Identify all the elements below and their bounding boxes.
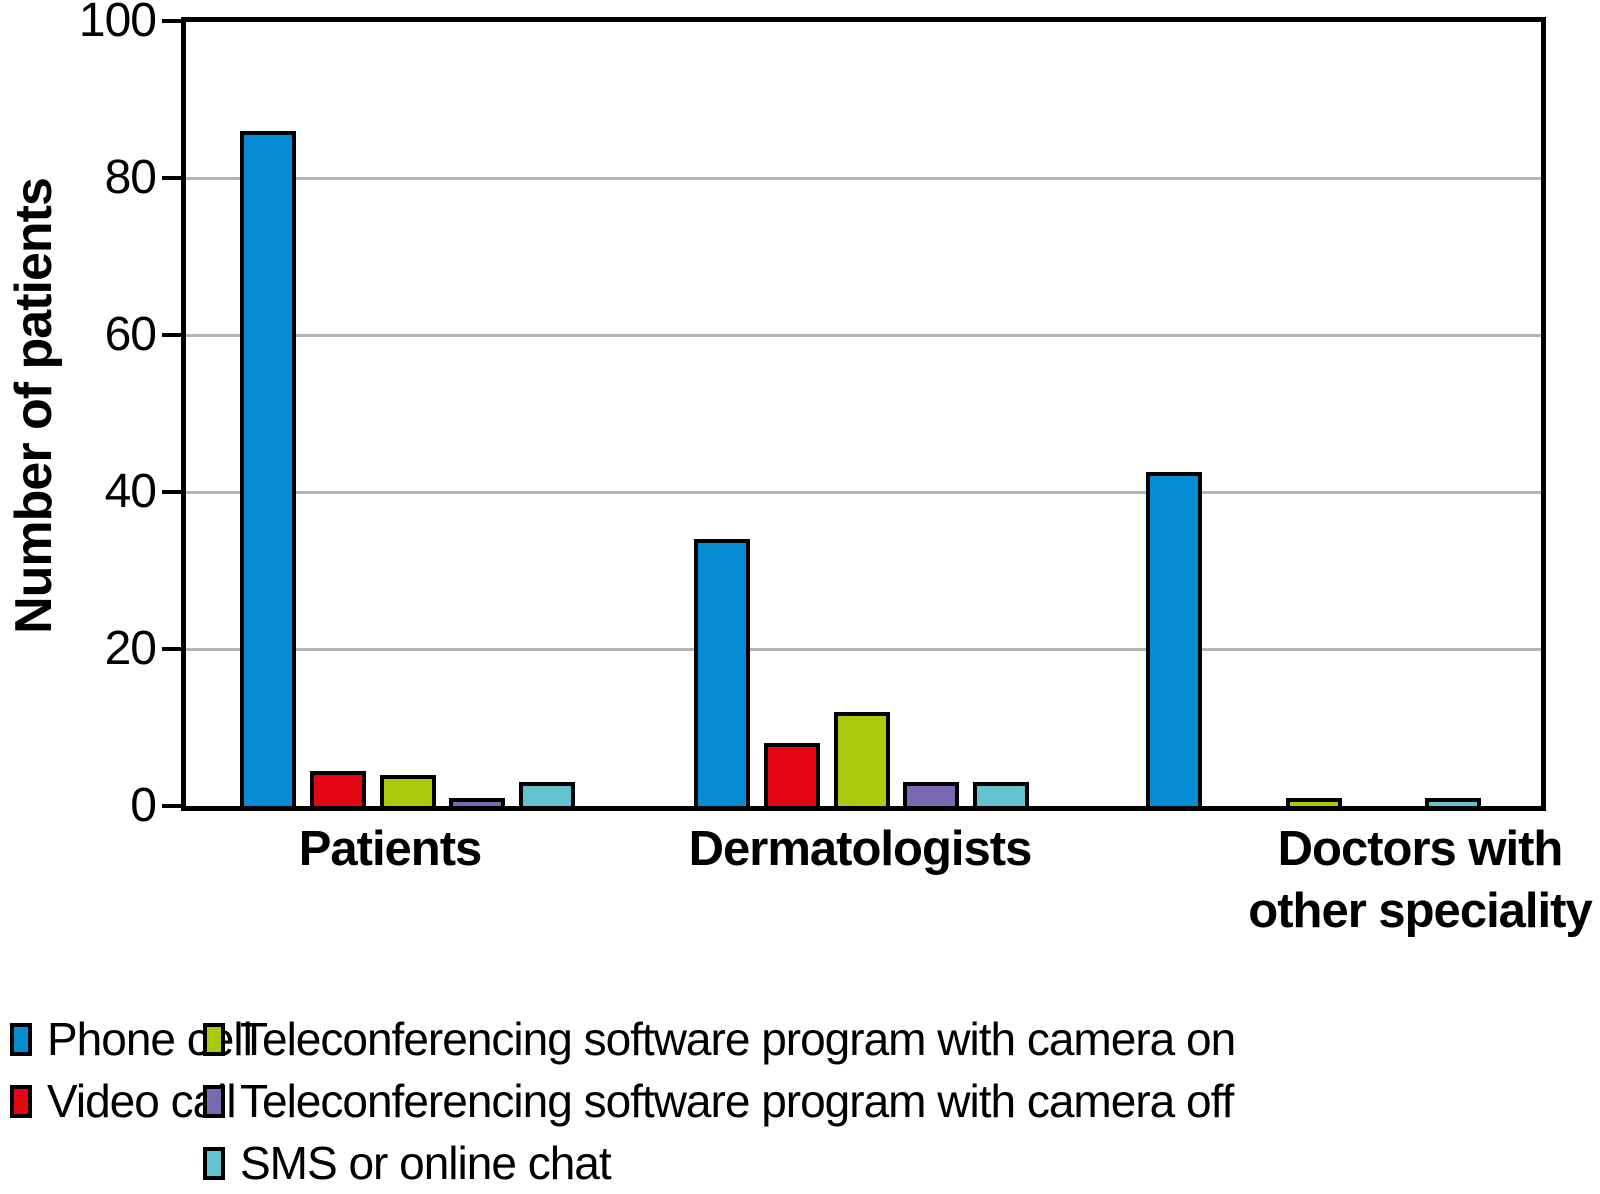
bar (519, 782, 575, 806)
bar (449, 798, 505, 806)
legend-swatch (203, 1022, 225, 1056)
bar (380, 775, 436, 806)
legend-swatch (203, 1146, 225, 1180)
y-tick-label: 80 (104, 151, 157, 204)
x-category-label: Dermatologists (688, 822, 1033, 876)
bar (1286, 798, 1342, 806)
y-tick (162, 490, 182, 494)
plot-area (181, 17, 1546, 811)
bar (903, 782, 959, 806)
y-tick-label: 20 (104, 622, 157, 675)
bar (694, 539, 750, 806)
y-tick (162, 176, 182, 180)
legend-column: Teleconferencing software program with c… (203, 1008, 1236, 1194)
bar (834, 712, 890, 806)
x-category-label: Doctors with other speciality (1248, 822, 1592, 938)
y-tick-label: 0 (130, 779, 157, 832)
y-tick-label: 40 (104, 465, 157, 518)
bar (1425, 798, 1481, 806)
y-tick (162, 647, 182, 651)
y-tick (162, 333, 182, 337)
gridline (186, 647, 1541, 651)
bar (764, 743, 820, 806)
bar (973, 782, 1029, 806)
bar (310, 771, 366, 806)
y-axis-title: Number of patients (5, 178, 63, 634)
y-tick (162, 19, 182, 23)
legend-item: SMS or online chat (203, 1132, 1235, 1194)
gridline (186, 490, 1541, 494)
y-tick-label: 100 (78, 0, 157, 47)
legend-item: Teleconferencing software program with c… (203, 1008, 1236, 1070)
x-category-label: Patients (298, 822, 483, 876)
legend-label: Teleconferencing software program with c… (240, 1075, 1234, 1127)
legend-swatch (10, 1084, 32, 1118)
legend-swatch (203, 1084, 225, 1118)
legend-swatch (10, 1022, 32, 1056)
legend-label: Teleconferencing software program with c… (240, 1013, 1236, 1065)
y-tick (162, 804, 182, 808)
y-tick-label: 60 (104, 308, 157, 361)
bar (1146, 472, 1202, 806)
legend-label: SMS or online chat (240, 1137, 612, 1189)
gridline (186, 176, 1541, 180)
gridline (186, 333, 1541, 337)
legend-item: Teleconferencing software program with c… (203, 1070, 1235, 1132)
bar (240, 131, 296, 806)
